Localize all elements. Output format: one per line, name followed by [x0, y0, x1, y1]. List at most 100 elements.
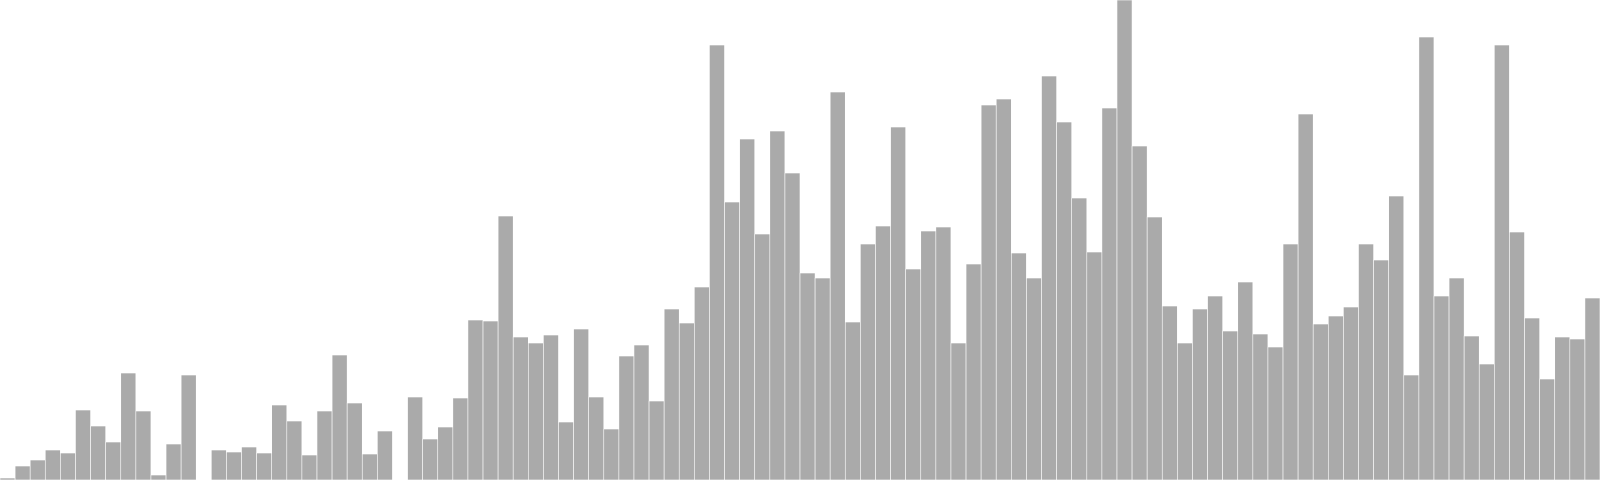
bar-97 — [1463, 335, 1480, 480]
bar-25 — [377, 430, 393, 480]
bar-41 — [618, 355, 635, 480]
bar-74 — [1116, 0, 1133, 480]
bar-46 — [694, 286, 710, 480]
bar-50 — [754, 233, 771, 480]
bar-63 — [950, 342, 967, 480]
bar-95 — [1433, 295, 1450, 480]
bar-47 — [709, 44, 725, 480]
bar-21 — [316, 410, 333, 480]
bar-10 — [150, 474, 167, 480]
bar-79 — [1192, 308, 1208, 480]
bar-32 — [482, 320, 499, 480]
bar-76 — [1146, 216, 1163, 480]
bar-71 — [1071, 197, 1088, 480]
bar-102 — [1539, 378, 1556, 480]
bar-9 — [135, 410, 152, 480]
bar-66 — [995, 98, 1012, 480]
bar-64 — [965, 263, 982, 480]
bar-27 — [407, 396, 423, 480]
bar-44 — [663, 308, 680, 480]
bar-29 — [437, 426, 454, 480]
bar-54 — [814, 277, 831, 480]
bar-48 — [724, 201, 740, 480]
bar-65 — [980, 104, 997, 480]
bar-93 — [1403, 374, 1420, 480]
bar-38 — [573, 328, 589, 480]
bar-34 — [512, 336, 529, 480]
bar-19 — [286, 420, 303, 480]
bar-2 — [29, 459, 46, 480]
bar-3 — [44, 449, 61, 480]
bar-22 — [331, 354, 348, 480]
bar-24 — [361, 453, 378, 480]
bar-99 — [1494, 44, 1510, 480]
bar-88 — [1328, 315, 1344, 480]
bar-91 — [1373, 259, 1389, 480]
bar-60 — [905, 268, 922, 480]
bar-73 — [1101, 107, 1118, 480]
bar-39 — [588, 396, 605, 480]
bar-14 — [211, 449, 227, 480]
bar-1 — [14, 465, 31, 480]
bar-75 — [1131, 145, 1148, 480]
bar-33 — [497, 215, 514, 480]
bar-77 — [1161, 305, 1178, 480]
bar-36 — [543, 334, 559, 480]
bar-84 — [1267, 346, 1284, 480]
bar-85 — [1282, 243, 1299, 480]
bar-94 — [1418, 36, 1435, 480]
bar-31 — [467, 319, 484, 480]
bar-45 — [678, 322, 695, 480]
bar-86 — [1297, 113, 1314, 480]
bar-96 — [1448, 277, 1465, 480]
bar-80 — [1207, 295, 1223, 480]
bar-11 — [165, 443, 182, 480]
bar-55 — [829, 91, 846, 480]
bar-69 — [1041, 75, 1057, 480]
bar-35 — [527, 342, 544, 480]
bar-12 — [180, 374, 197, 480]
bar-101 — [1524, 317, 1540, 480]
bar-103 — [1554, 336, 1571, 480]
bar-8 — [120, 372, 137, 480]
bar-49 — [739, 138, 756, 480]
bar-70 — [1056, 121, 1072, 480]
bar-89 — [1343, 306, 1359, 480]
bar-52 — [784, 172, 801, 480]
bar-83 — [1252, 333, 1269, 480]
bar-4 — [60, 452, 76, 480]
bar-104 — [1569, 338, 1586, 480]
bar-20 — [301, 454, 318, 480]
bar-98 — [1478, 363, 1495, 480]
bar-72 — [1086, 251, 1103, 480]
bar-18 — [271, 404, 288, 480]
bar-37 — [558, 421, 574, 480]
bar-87 — [1312, 323, 1329, 480]
bar-105 — [1584, 297, 1600, 480]
bar-23 — [346, 402, 363, 480]
bar-51 — [769, 130, 786, 480]
bar-81 — [1222, 330, 1239, 480]
bar-28 — [422, 438, 439, 480]
bar-78 — [1177, 342, 1193, 480]
bar-5 — [75, 409, 91, 480]
bar-15 — [226, 451, 242, 480]
bar-16 — [241, 446, 257, 480]
bar-6 — [90, 425, 106, 480]
bar-42 — [633, 344, 650, 480]
bar-100 — [1509, 231, 1525, 480]
bar-68 — [1026, 277, 1042, 480]
bar-67 — [1011, 252, 1027, 480]
bar-40 — [603, 428, 620, 480]
bar-17 — [256, 452, 272, 480]
bar-43 — [648, 400, 665, 480]
bar-30 — [452, 397, 469, 480]
bar-90 — [1358, 243, 1374, 480]
bar-58 — [875, 225, 891, 480]
bar-59 — [890, 126, 906, 480]
bar-53 — [799, 272, 816, 480]
bar-56 — [844, 321, 861, 480]
bar-82 — [1237, 281, 1254, 480]
bar-57 — [860, 243, 876, 480]
